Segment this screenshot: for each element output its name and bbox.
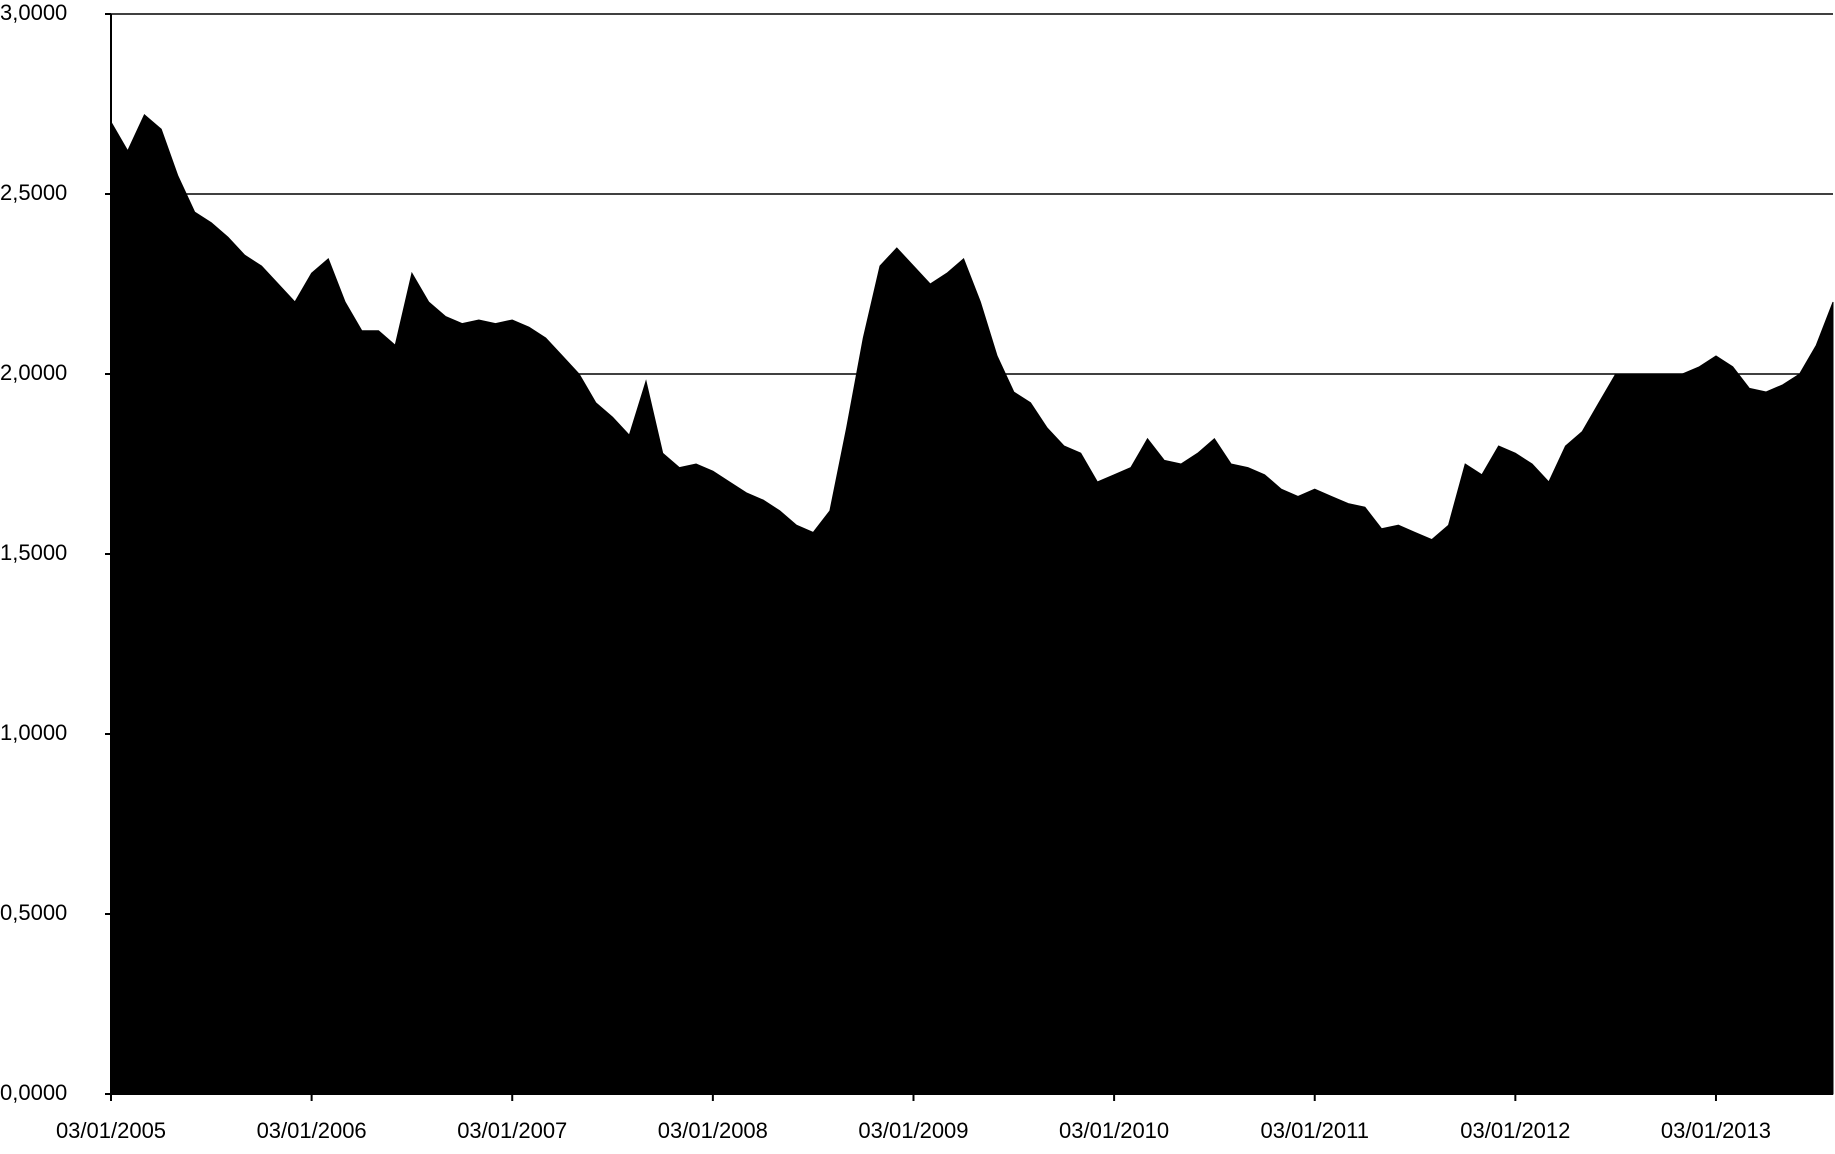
x-tick-label: 03/01/2013 — [1661, 1118, 1771, 1143]
x-tick-label: 03/01/2010 — [1059, 1118, 1169, 1143]
x-tick-label: 03/01/2009 — [858, 1118, 968, 1143]
x-tick-label: 03/01/2012 — [1460, 1118, 1570, 1143]
y-tick-label: 0,0000 — [0, 1080, 67, 1105]
y-tick-label: 3,0000 — [0, 0, 67, 25]
y-tick-label: 1,5000 — [0, 540, 67, 565]
y-tick-label: 0,5000 — [0, 900, 67, 925]
y-tick-label: 2,5000 — [0, 180, 67, 205]
area — [110, 113, 1834, 1095]
x-tick-label: 03/01/2008 — [658, 1118, 768, 1143]
x-tick-label: 03/01/2007 — [457, 1118, 567, 1143]
x-tick-label: 03/01/2005 — [56, 1118, 166, 1143]
y-tick-label: 1,0000 — [0, 720, 67, 745]
y-tick-label: 2,0000 — [0, 360, 67, 385]
x-tick-label: 03/01/2006 — [257, 1118, 367, 1143]
x-tick-label: 03/01/2011 — [1260, 1118, 1368, 1143]
